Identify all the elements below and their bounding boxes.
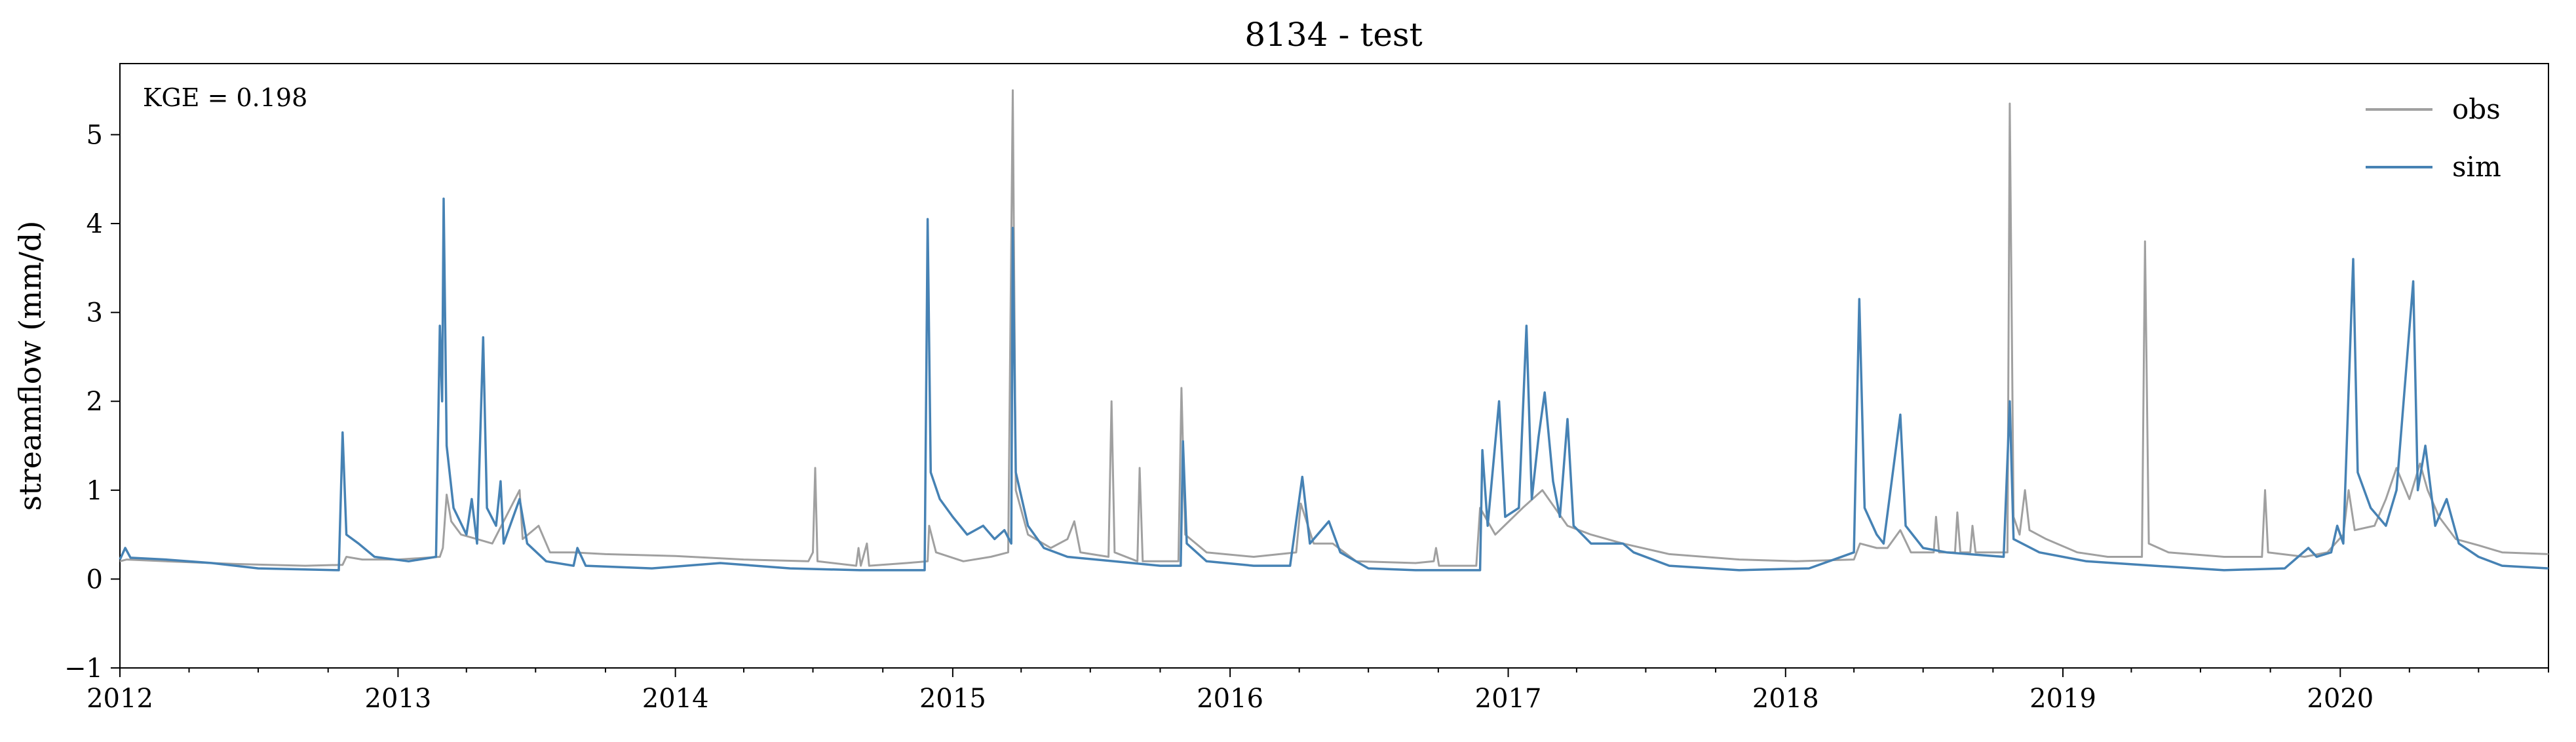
x-tick-label: 2013	[365, 684, 432, 714]
plot-area	[119, 63, 2549, 669]
x-tick-label: 2012	[87, 684, 153, 714]
x-tick-label: 2020	[2307, 684, 2374, 714]
x-tick-label: 2016	[1197, 684, 1263, 714]
legend: obs sim	[2366, 93, 2501, 183]
x-tick-label: 2015	[919, 684, 986, 714]
x-tick-label: 2014	[642, 684, 709, 714]
kge-annotation: KGE = 0.198	[143, 83, 307, 112]
x-tick-label: 2018	[1752, 684, 1819, 714]
y-tick-label: 1	[87, 476, 103, 506]
y-axis: −1 0 1 2 3 4 5	[64, 120, 120, 684]
y-tick-label: 4	[87, 209, 103, 239]
x-axis: 2012 2013 2014 2015 2016 2017 2018 2019 2020	[87, 668, 2549, 714]
series-line-sim	[119, 197, 2549, 572]
chart-title: 8134 - test	[1244, 16, 1422, 54]
y-tick-label: 3	[87, 298, 103, 328]
x-tick-label: 2017	[1475, 684, 1542, 714]
y-tick-label: 5	[87, 120, 103, 150]
x-tick-label: 2019	[2029, 684, 2096, 714]
legend-label-sim: sim	[2452, 151, 2501, 183]
y-tick-label: −1	[64, 654, 103, 684]
y-tick-label: 2	[87, 387, 103, 417]
legend-label-obs: obs	[2452, 93, 2501, 125]
y-tick-label: 0	[87, 564, 103, 595]
y-axis-label: streamflow (mm/d)	[12, 221, 48, 511]
series-line-obs	[119, 89, 2549, 567]
